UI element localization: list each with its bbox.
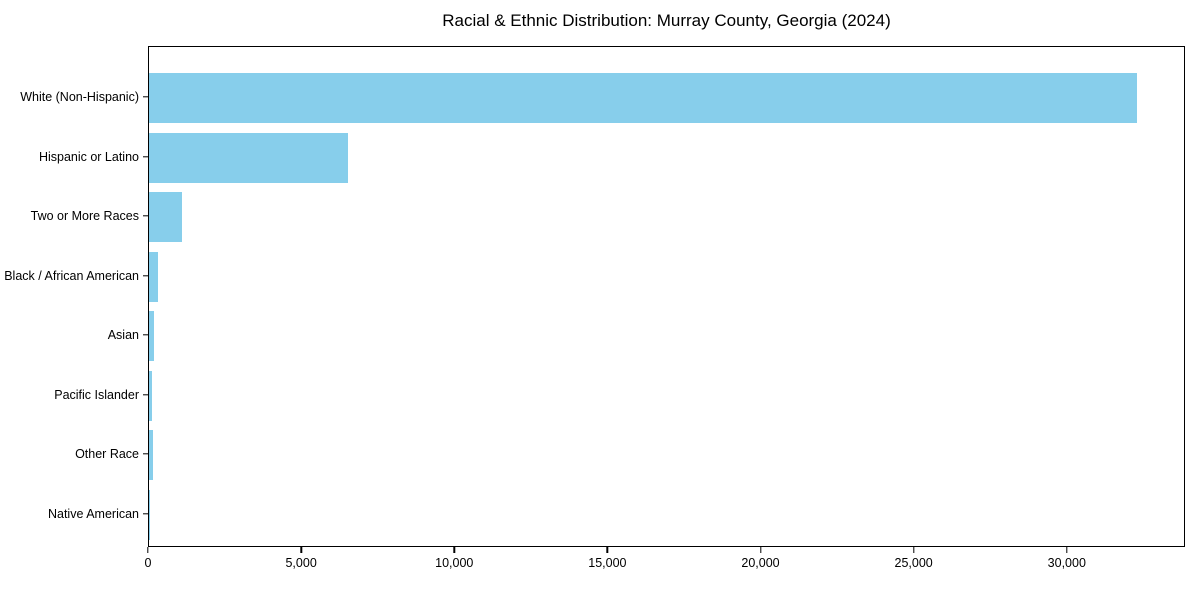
plot-area: [148, 46, 1185, 547]
bar-black-african-american: [149, 251, 159, 302]
bar-white-non-hispanic-: [149, 73, 1137, 123]
y-tick-mark: [143, 155, 148, 158]
y-tick-label: Asian: [107, 328, 139, 342]
x-tick-mark: [453, 547, 455, 553]
x-tick-mark: [912, 547, 915, 553]
chart-title: Racial & Ethnic Distribution: Murray Cou…: [442, 11, 891, 30]
x-tick-label: 15,000: [588, 556, 627, 570]
bar-native-american: [149, 489, 150, 540]
y-tick-mark: [143, 274, 148, 277]
y-tick-mark: [143, 334, 148, 336]
y-tick-mark: [143, 215, 148, 217]
bar-asian: [149, 311, 155, 361]
x-tick-label: 5,000: [285, 556, 317, 570]
x-tick-label: 30,000: [1047, 556, 1086, 570]
y-tick-label: Black / African American: [4, 268, 139, 283]
x-tick-mark: [147, 547, 149, 553]
bar-other-race: [149, 430, 153, 480]
bar-hispanic-or-latino: [149, 132, 349, 183]
x-tick-label: 10,000: [435, 556, 474, 570]
y-tick-mark: [143, 393, 148, 396]
x-tick-label: 20,000: [741, 556, 780, 570]
y-tick-label: Native American: [47, 506, 139, 521]
y-tick-label: Two or More Races: [30, 209, 139, 223]
y-tick-label: Hispanic or Latino: [38, 149, 139, 164]
x-tick-mark: [759, 547, 762, 553]
y-tick-mark: [143, 512, 148, 515]
x-tick-label: 25,000: [894, 556, 933, 570]
bar-pacific-islander: [149, 370, 153, 421]
y-tick-mark: [143, 96, 148, 98]
y-tick-mark: [143, 453, 148, 455]
y-tick-label: Pacific Islander: [54, 387, 139, 402]
x-tick-mark: [606, 547, 609, 553]
x-tick-mark: [1066, 547, 1068, 553]
y-tick-label: Other Race: [75, 447, 139, 461]
y-tick-label: White (Non-Hispanic): [20, 90, 139, 104]
x-tick-mark: [300, 547, 302, 553]
x-tick-label: 0: [144, 556, 152, 570]
bar-two-or-more-races: [149, 192, 183, 242]
